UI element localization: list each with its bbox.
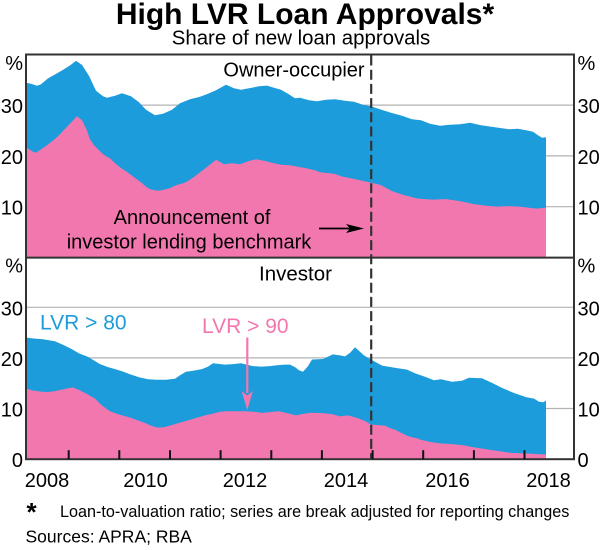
svg-text:2008: 2008 — [25, 470, 70, 492]
svg-text:%: % — [5, 53, 23, 75]
svg-text:%: % — [578, 53, 596, 75]
svg-text:2018: 2018 — [526, 470, 571, 492]
svg-text:Owner-occupier: Owner-occupier — [223, 60, 365, 82]
svg-text:investor lending benchmark: investor lending benchmark — [67, 232, 313, 254]
svg-text:High LVR Loan Approvals*: High LVR Loan Approvals* — [116, 0, 495, 31]
svg-text:%: % — [578, 256, 596, 278]
svg-text:*: * — [27, 497, 38, 527]
svg-text:30: 30 — [1, 96, 23, 118]
svg-text:20: 20 — [1, 349, 23, 371]
svg-text:LVR > 80: LVR > 80 — [40, 312, 127, 335]
svg-text:2014: 2014 — [324, 470, 369, 492]
svg-text:Sources: APRA; RBA: Sources: APRA; RBA — [26, 527, 193, 546]
svg-text:2012: 2012 — [223, 470, 268, 492]
svg-text:LVR > 90: LVR > 90 — [202, 315, 289, 338]
svg-text:20: 20 — [578, 349, 600, 371]
svg-text:20: 20 — [1, 147, 23, 169]
svg-text:20: 20 — [578, 147, 600, 169]
svg-text:2016: 2016 — [425, 470, 470, 492]
svg-text:0: 0 — [578, 450, 589, 472]
svg-text:10: 10 — [1, 400, 23, 422]
svg-text:0: 0 — [12, 450, 23, 472]
svg-text:2010: 2010 — [123, 470, 168, 492]
svg-text:10: 10 — [578, 198, 600, 220]
svg-text:Share of new loan approvals: Share of new loan approvals — [172, 28, 430, 50]
svg-text:Loan-to-valuation ratio; serie: Loan-to-valuation ratio; series are brea… — [60, 503, 569, 521]
svg-text:10: 10 — [1, 198, 23, 220]
svg-text:Announcement of: Announcement of — [114, 207, 271, 229]
svg-text:30: 30 — [1, 298, 23, 320]
svg-text:30: 30 — [578, 298, 600, 320]
svg-text:%: % — [5, 256, 23, 278]
svg-text:30: 30 — [578, 96, 600, 118]
svg-text:Investor: Investor — [259, 263, 332, 286]
svg-text:10: 10 — [578, 400, 600, 422]
